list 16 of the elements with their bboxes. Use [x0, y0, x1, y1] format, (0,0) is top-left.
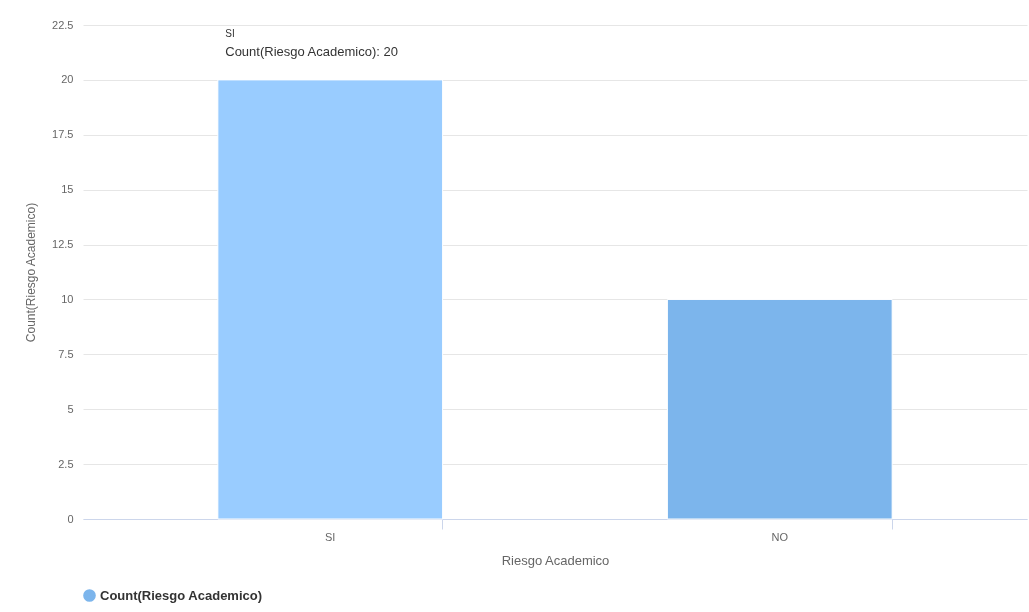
x-axis-title: Riesgo Academico: [501, 552, 610, 568]
y-tick-label: 2.5: [58, 457, 74, 470]
y-axis-title: Count(Riesgo Academico): [24, 202, 39, 343]
y-tick-label: 15: [61, 183, 74, 196]
y-tick-label: 5: [67, 402, 74, 415]
y-tick-label: 12.5: [52, 238, 74, 251]
y-tick-label: 7.5: [58, 347, 74, 360]
y-tick-label: 10: [61, 292, 74, 305]
x-tick-label: NO: [771, 530, 789, 543]
y-tick-label: 22.5: [52, 18, 74, 31]
annotation: SI: [225, 27, 235, 39]
legend-label: Count(Riesgo Academico): [100, 587, 263, 603]
y-tick-label: 0: [67, 512, 74, 525]
y-tick-label: 20: [61, 73, 74, 86]
annotation: Count(Riesgo Academico): 20: [225, 43, 398, 59]
y-tick-label: 17.5: [52, 128, 74, 141]
